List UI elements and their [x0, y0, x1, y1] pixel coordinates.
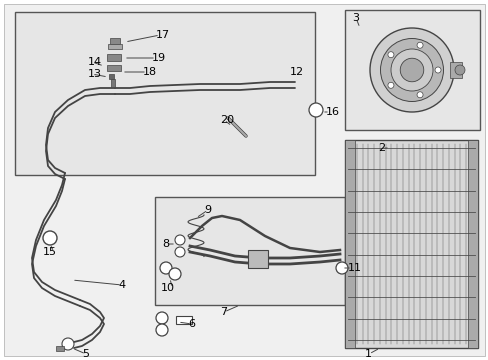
Circle shape: [434, 67, 440, 73]
Circle shape: [387, 82, 393, 88]
Text: 15: 15: [43, 247, 57, 257]
Bar: [345, 140, 477, 348]
Text: 12: 12: [289, 67, 304, 77]
Text: 10: 10: [161, 283, 175, 293]
Text: 13: 13: [88, 69, 102, 79]
Circle shape: [454, 65, 464, 75]
Circle shape: [369, 28, 453, 112]
Circle shape: [416, 42, 422, 48]
Text: 18: 18: [142, 67, 157, 77]
Circle shape: [169, 268, 181, 280]
Text: 11: 11: [347, 263, 361, 273]
Text: 20: 20: [220, 115, 234, 125]
Text: 1: 1: [364, 349, 371, 359]
Text: 14: 14: [88, 57, 102, 67]
Bar: [111, 79, 115, 87]
Circle shape: [160, 262, 172, 274]
Circle shape: [390, 49, 432, 91]
Circle shape: [156, 324, 168, 336]
Circle shape: [175, 247, 184, 257]
Text: 2: 2: [377, 143, 385, 153]
Text: 17: 17: [156, 30, 170, 40]
Bar: [110, 38, 120, 44]
Bar: [467, 140, 477, 348]
Circle shape: [62, 338, 74, 350]
Bar: [176, 316, 192, 324]
Circle shape: [156, 312, 168, 324]
Text: 19: 19: [152, 53, 166, 63]
Bar: [56, 346, 64, 351]
Bar: [108, 44, 122, 49]
Text: 3: 3: [351, 13, 358, 23]
Bar: [107, 65, 121, 71]
Bar: [15, 12, 314, 175]
Bar: [109, 74, 114, 79]
Text: 4: 4: [118, 280, 125, 290]
Text: 7: 7: [220, 307, 226, 317]
Bar: [449, 62, 461, 78]
Bar: [155, 197, 345, 305]
Bar: [247, 250, 267, 268]
Bar: [345, 10, 479, 130]
Circle shape: [416, 92, 422, 98]
Circle shape: [335, 262, 347, 274]
Text: 6: 6: [187, 319, 195, 329]
Text: 9: 9: [203, 205, 211, 215]
Circle shape: [387, 52, 393, 58]
Text: 5: 5: [82, 349, 89, 359]
Text: 8: 8: [162, 239, 169, 249]
Bar: [107, 54, 121, 61]
Circle shape: [175, 235, 184, 245]
Bar: [345, 140, 354, 348]
Circle shape: [308, 103, 323, 117]
Text: 16: 16: [325, 107, 339, 117]
Circle shape: [399, 58, 423, 82]
Circle shape: [380, 39, 443, 102]
Circle shape: [43, 231, 57, 245]
